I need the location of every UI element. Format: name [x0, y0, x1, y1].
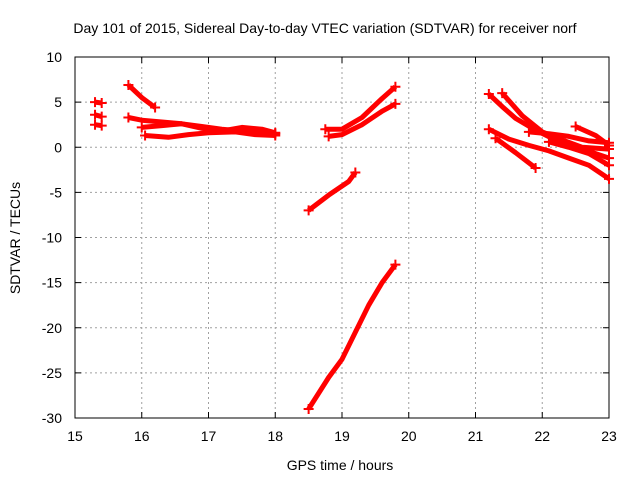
data-series	[90, 79, 614, 414]
x-tick-label: 23	[601, 428, 617, 444]
x-tick-label: 15	[67, 428, 83, 444]
y-tick-label: 0	[54, 139, 62, 155]
point-marker	[570, 121, 581, 132]
chart-title: Day 101 of 2015, Sidereal Day-to-day VTE…	[73, 20, 576, 36]
y-tick-label: -30	[42, 410, 62, 426]
series-arc-h	[325, 84, 398, 132]
point-marker	[140, 130, 151, 141]
series-arc-n	[487, 126, 611, 181]
point-marker	[136, 122, 147, 133]
x-tick-label: 17	[201, 428, 217, 444]
point-marker	[96, 98, 107, 109]
point-marker	[604, 140, 614, 151]
point-marker	[323, 131, 334, 142]
y-tick-label: -10	[42, 230, 62, 246]
series-arc-f	[141, 121, 276, 136]
series-arc-k	[306, 263, 398, 411]
x-tick-label: 22	[534, 428, 550, 444]
series-arc-p	[528, 129, 610, 146]
x-tick-label: 18	[267, 428, 283, 444]
point-marker	[303, 205, 314, 216]
point-marker	[523, 126, 534, 137]
x-tick-label: 20	[401, 428, 417, 444]
series-arc-j	[307, 171, 358, 213]
point-marker	[390, 259, 401, 270]
point-marker	[90, 109, 101, 120]
y-axis-label: SDTVAR / TECUs	[7, 182, 23, 294]
y-tick-label: 5	[54, 94, 62, 110]
y-tick-label: -20	[42, 320, 62, 336]
series-arc-d	[126, 83, 157, 110]
series-arc-i	[328, 101, 397, 139]
x-axis: 15 16 17 18 19 20 21 22 23	[67, 57, 617, 444]
point-marker	[303, 403, 314, 414]
y-tick-label: -25	[42, 365, 62, 381]
series-arc-r	[574, 124, 611, 148]
point-marker	[530, 163, 541, 174]
x-tick-label: 19	[334, 428, 350, 444]
point-marker	[490, 133, 501, 144]
y-tick-label: -15	[42, 275, 62, 291]
y-axis: -30 -25 -20 -15 -10 -5 0 5 10	[42, 49, 609, 426]
point-marker	[96, 120, 107, 131]
series-arc-o	[494, 136, 538, 170]
point-marker	[604, 160, 614, 171]
point-marker	[604, 173, 614, 184]
point-marker	[483, 124, 494, 135]
x-tick-label: 16	[134, 428, 150, 444]
series-arc-g	[144, 129, 276, 140]
grid-lines	[75, 57, 609, 418]
point-marker	[390, 81, 401, 92]
point-marker	[96, 111, 107, 122]
series-arc-q	[548, 139, 611, 168]
point-marker	[390, 98, 401, 109]
point-marker	[270, 130, 281, 141]
y-tick-label: -5	[50, 184, 63, 200]
point-marker	[543, 136, 554, 147]
x-tick-label: 21	[468, 428, 484, 444]
y-tick-label: 10	[46, 49, 62, 65]
point-marker	[350, 167, 361, 178]
point-marker	[123, 79, 134, 90]
point-marker	[320, 124, 331, 135]
x-axis-label: GPS time / hours	[287, 457, 394, 473]
point-marker	[123, 112, 134, 123]
point-marker	[150, 102, 161, 113]
point-marker	[483, 89, 494, 100]
point-marker	[497, 88, 508, 99]
